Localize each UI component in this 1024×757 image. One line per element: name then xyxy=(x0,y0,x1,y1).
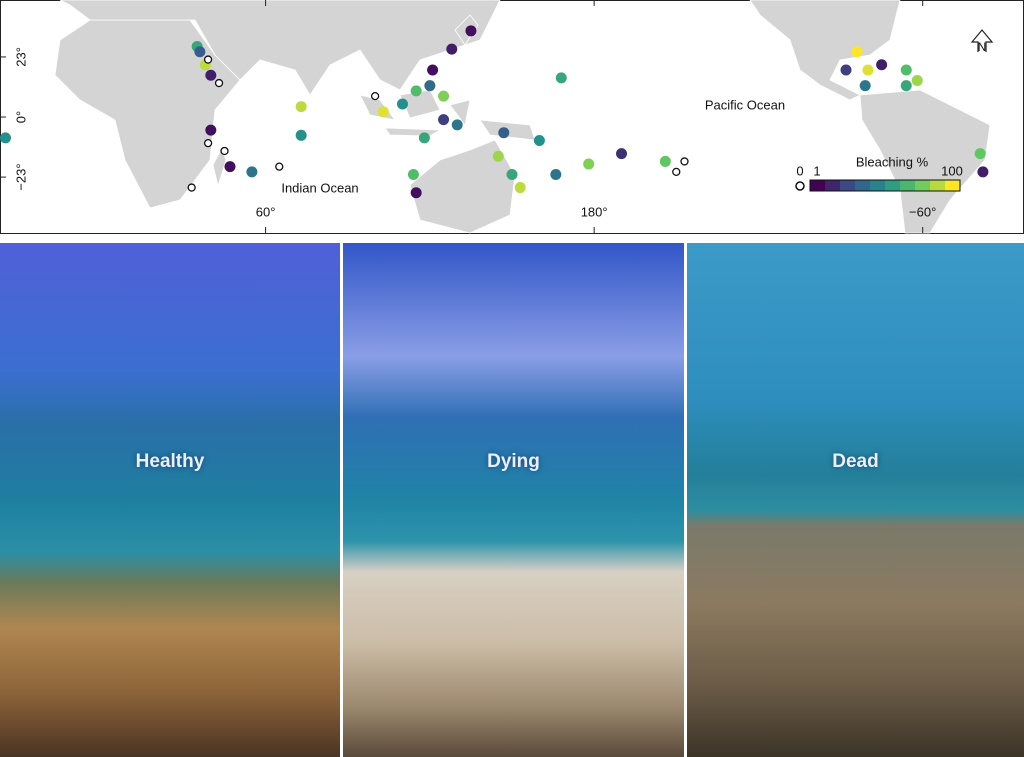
reef-site xyxy=(407,168,419,180)
compass: N xyxy=(970,29,994,54)
reef-site xyxy=(876,59,888,71)
y-tick-label: −23° xyxy=(13,163,28,190)
reef-site xyxy=(498,127,510,139)
ocean-label: Pacific Ocean xyxy=(705,97,785,112)
legend-swatch xyxy=(870,180,886,191)
legend-tick-label: 0 xyxy=(796,163,803,178)
photo-label: Dead xyxy=(832,451,879,472)
reef-site xyxy=(977,166,989,178)
reef-site xyxy=(840,64,852,76)
reef-site xyxy=(583,158,595,170)
legend-swatch xyxy=(840,180,856,191)
reef-site xyxy=(672,167,681,177)
reef-site xyxy=(220,146,229,156)
reef-site xyxy=(246,166,258,178)
reef-site xyxy=(680,157,689,166)
reef-site xyxy=(224,161,236,173)
reef-site xyxy=(550,168,562,180)
reef-site xyxy=(974,148,986,160)
reef-site xyxy=(451,119,463,131)
reef-site xyxy=(533,135,545,147)
reef-site xyxy=(514,182,526,194)
legend-swatch xyxy=(825,180,841,191)
legend-bar-frame xyxy=(809,179,961,192)
legend-zero-mark xyxy=(795,181,805,191)
map: N 60° 180° −60° 23° 0° −23° Indian Ocean Pacifi… xyxy=(0,0,1024,234)
reef-site xyxy=(492,150,504,162)
reef-site xyxy=(396,98,408,110)
reef-site xyxy=(506,168,518,180)
legend-swatch xyxy=(810,180,826,191)
reef-site xyxy=(275,162,284,171)
compass-label: N xyxy=(978,40,987,54)
reef-site xyxy=(203,138,213,148)
reef-site xyxy=(911,74,923,86)
reef-site xyxy=(851,46,863,58)
x-tick-label: 180° xyxy=(581,204,608,219)
legend-swatch xyxy=(885,180,901,191)
x-tick-label: −60° xyxy=(909,204,936,219)
reef-site xyxy=(465,25,477,37)
reef-site xyxy=(862,64,874,76)
legend-swatch xyxy=(915,180,931,191)
reef-site xyxy=(446,43,458,55)
reef-site xyxy=(205,69,217,81)
legend-swatch xyxy=(855,180,871,191)
legend-title: Bleaching % xyxy=(856,154,929,169)
reef-site xyxy=(0,132,11,144)
reef-site xyxy=(214,78,224,88)
reef-site xyxy=(418,132,430,144)
reef-site xyxy=(295,101,307,113)
reef-site xyxy=(295,129,307,141)
reef-site xyxy=(194,46,206,58)
reef-site xyxy=(187,183,196,192)
reef-site xyxy=(370,91,380,101)
legend-tick-label: 1 xyxy=(813,163,820,178)
photo-dead: Dead xyxy=(687,243,1024,757)
reef-site xyxy=(203,55,213,64)
ocean-label: Indian Ocean xyxy=(281,180,358,195)
y-tick-label: 0° xyxy=(13,111,28,123)
y-tick-label: 23° xyxy=(13,47,28,67)
reef-site xyxy=(900,80,912,92)
reef-site xyxy=(555,72,567,84)
reef-site xyxy=(410,187,422,199)
legend-tick-label: 100 xyxy=(941,163,963,178)
legend-swatch xyxy=(930,180,946,191)
reef-site xyxy=(410,85,422,97)
photo-dying: Dying xyxy=(343,243,684,757)
x-tick-label: 60° xyxy=(256,204,276,219)
reef-site xyxy=(427,64,439,76)
reef-site xyxy=(438,90,450,102)
photo-healthy: Healthy xyxy=(0,243,340,757)
reef-site xyxy=(205,124,217,136)
land xyxy=(54,0,991,234)
legend-swatch xyxy=(945,180,961,191)
reef-site xyxy=(900,64,912,76)
reef-site xyxy=(377,106,389,118)
reef-site xyxy=(424,80,436,92)
photo-label: Healthy xyxy=(135,451,205,472)
legend: Bleaching % 0 1 100 xyxy=(795,154,963,192)
reef-site xyxy=(859,80,871,92)
photo-label: Dying xyxy=(487,451,540,472)
reef-site xyxy=(659,155,671,167)
reef-site xyxy=(438,114,450,126)
reef-site xyxy=(616,148,628,160)
legend-swatch xyxy=(900,180,916,191)
